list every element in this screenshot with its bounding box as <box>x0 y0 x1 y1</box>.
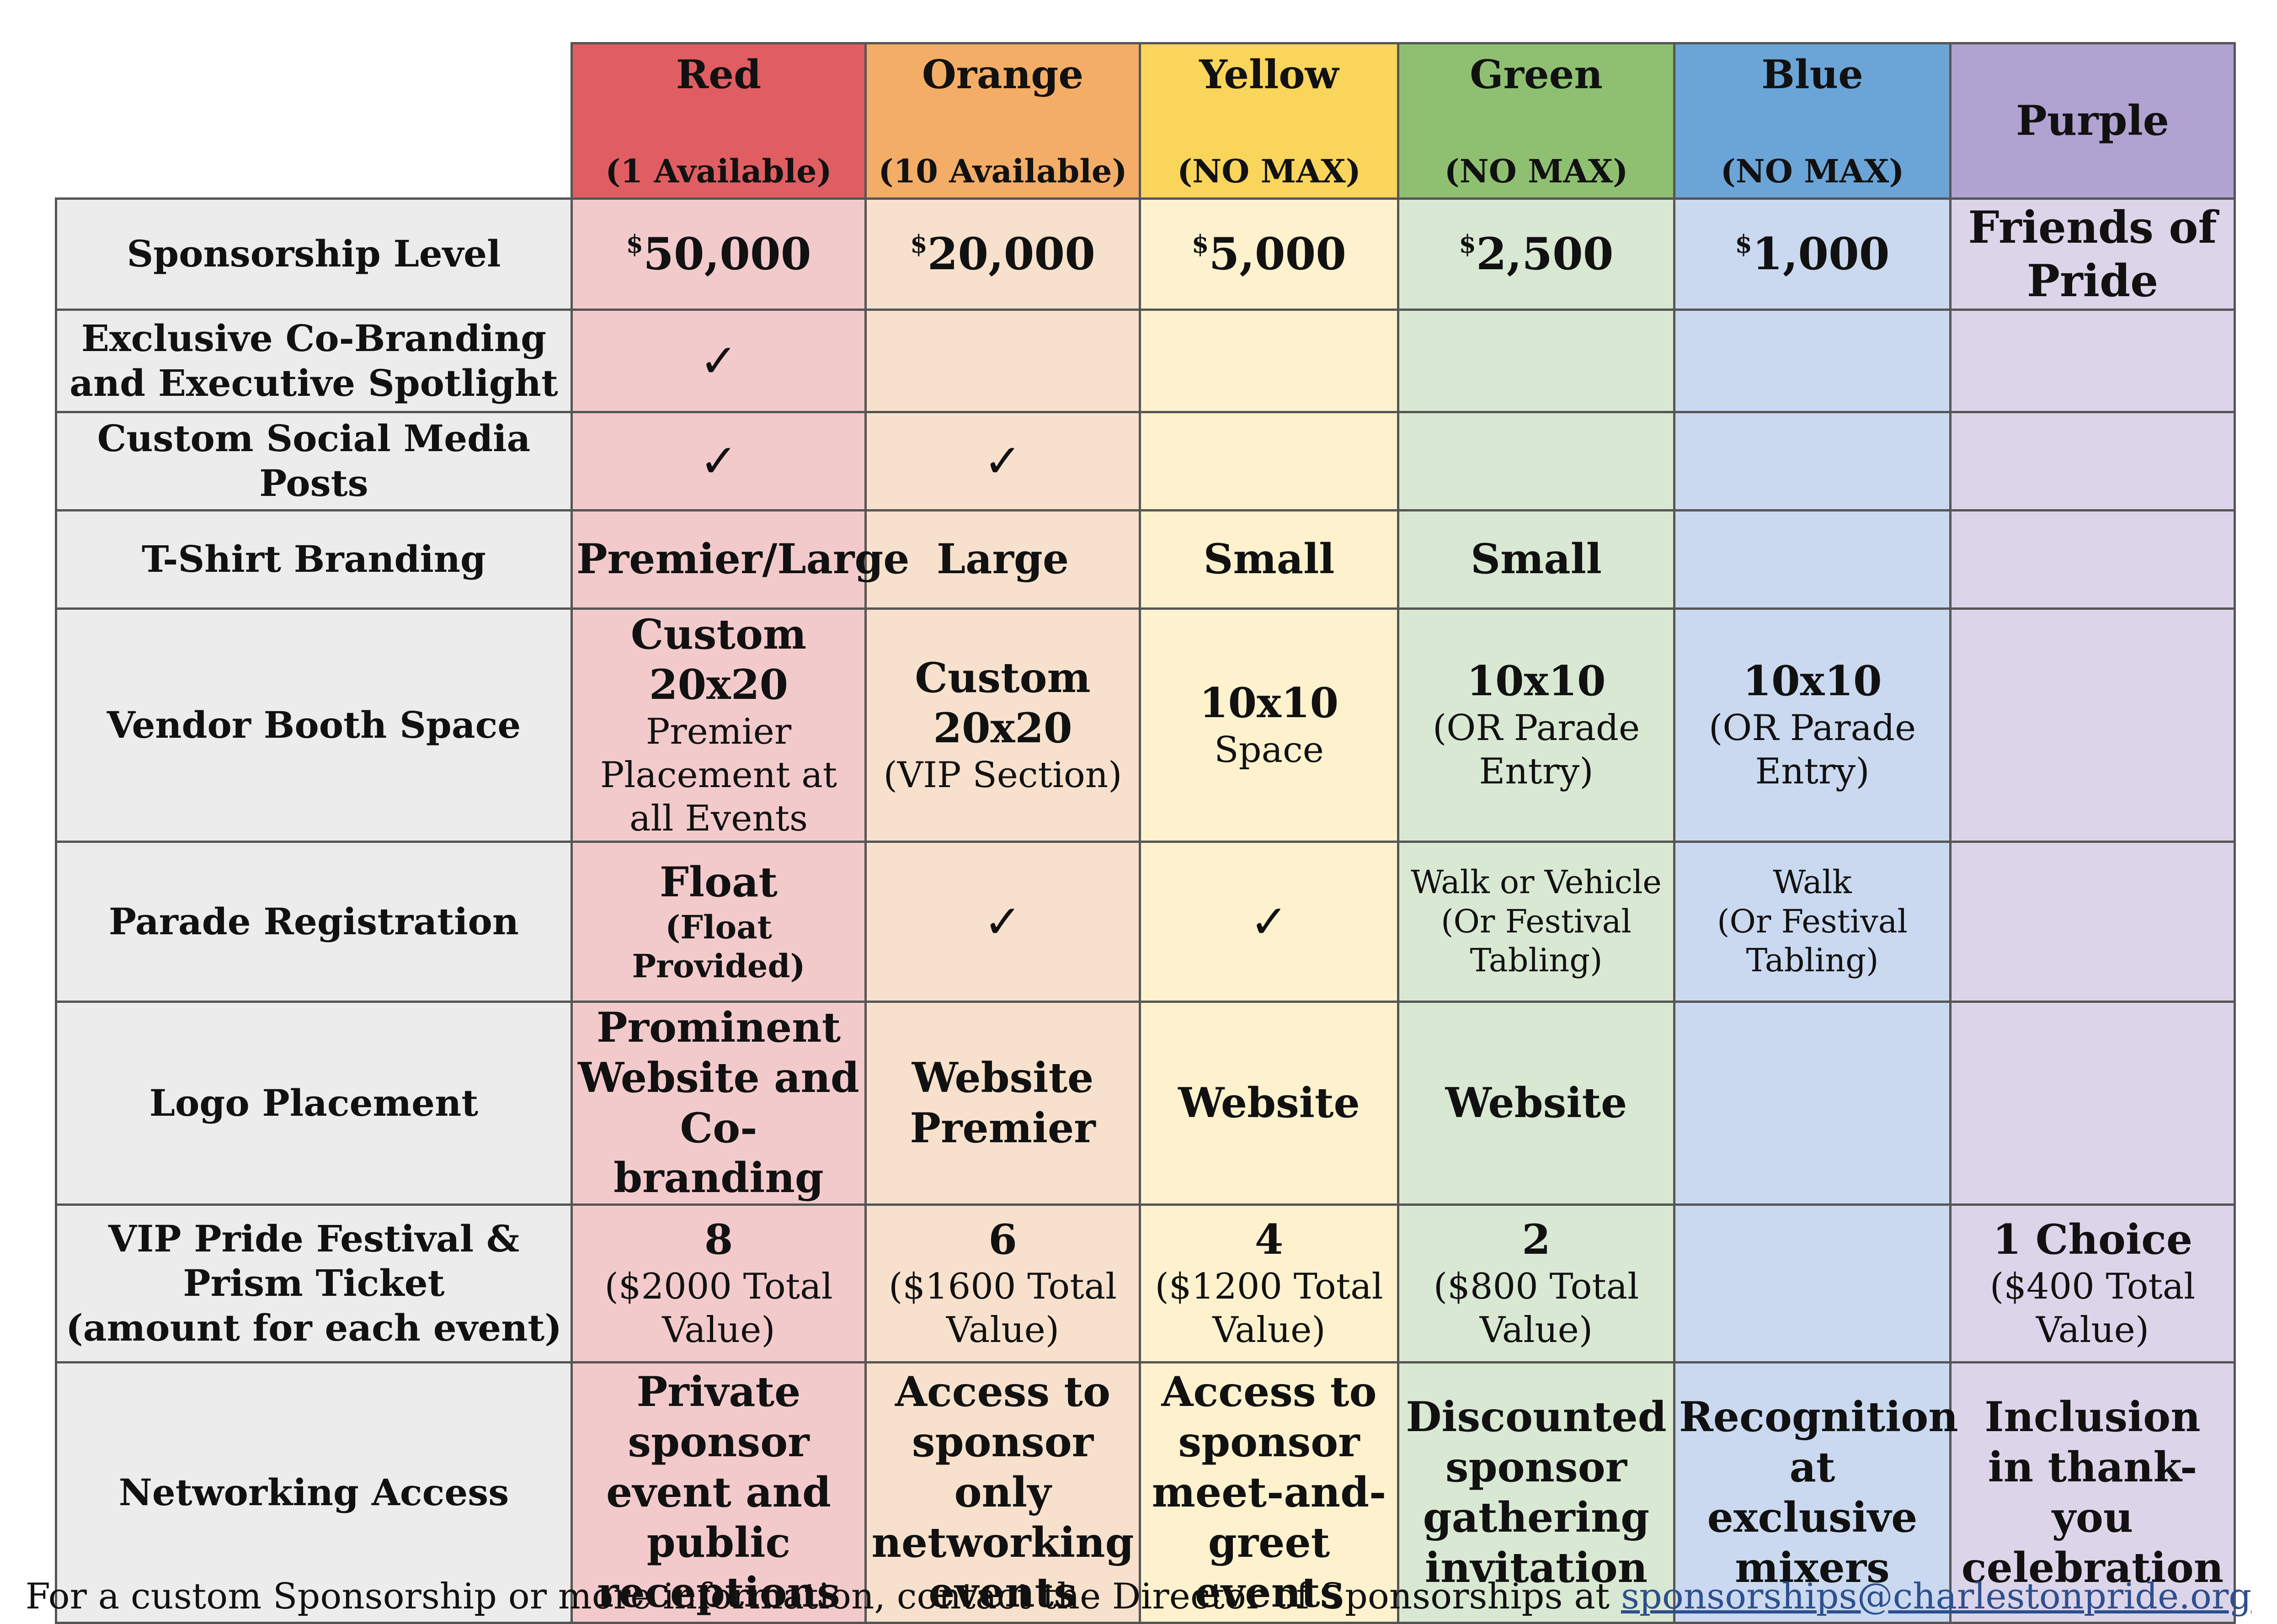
vip-ticket-row: VIP Pride Festival & Prism Ticket (amoun… <box>55 1203 2236 1364</box>
tier-availability-yellow: (NO MAX) <box>1177 152 1361 190</box>
footer-text: For a custom Sponsorship or more informa… <box>25 1576 1610 1617</box>
vip-purple: 1 Choice ($400 Total Value) <box>1949 1203 2236 1364</box>
vip-yellow: 4 ($1200 Total Value) <box>1139 1203 1399 1364</box>
parade-red: Float (Float Provided) <box>571 841 867 1003</box>
price-blue: $1,000 <box>1673 197 1952 311</box>
booth-blue: 10x10 (OR Parade Entry) <box>1673 607 1952 843</box>
price-red: $50,000 <box>571 197 867 311</box>
networking-blue: Recognition at exclusive mixers <box>1673 1361 1958 1624</box>
row-label-booth: Vendor Booth Space <box>55 607 573 843</box>
parade-orange: ✓ <box>864 841 1141 1003</box>
networking-row: Networking Access Private sponsor event … <box>55 1361 2236 1624</box>
tier-header-blue: Blue (NO MAX) <box>1673 42 1952 200</box>
networking-purple: Inclusion in thank-you celebration <box>1949 1361 2236 1624</box>
tier-name-green: Green <box>1470 51 1603 98</box>
row-label-logo: Logo Placement <box>55 1001 573 1206</box>
tier-header-row: Red (1 Available) Orange (10 Available) … <box>56 42 2236 200</box>
parade-row: Parade Registration Float (Float Provide… <box>55 841 2236 1003</box>
logo-blue <box>1673 1001 1952 1206</box>
logo-green: Website <box>1397 1001 1675 1206</box>
checkmark-icon: ✓ <box>699 334 738 388</box>
tier-header-yellow: Yellow (NO MAX) <box>1139 42 1399 200</box>
parade-purple <box>1949 841 2236 1003</box>
social-blue <box>1673 411 1952 511</box>
row-label-vip: VIP Pride Festival & Prism Ticket (amoun… <box>55 1203 573 1364</box>
cobranding-yellow <box>1139 309 1399 413</box>
tshirt-red: Premier/Large <box>571 509 910 610</box>
cobranding-orange <box>864 309 1141 413</box>
corner-blank <box>56 43 572 199</box>
vip-green: 2 ($800 Total Value) <box>1397 1203 1675 1364</box>
tshirt-purple <box>1949 509 2236 610</box>
parade-blue: Walk (Or Festival Tabling) <box>1673 841 1952 1003</box>
vip-blue <box>1673 1203 1952 1364</box>
checkmark-icon: ✓ <box>983 434 1022 488</box>
tier-availability-green: (NO MAX) <box>1444 152 1628 190</box>
checkmark-icon: ✓ <box>983 895 1022 948</box>
footer-contact: For a custom Sponsorship or more informa… <box>0 1576 2277 1617</box>
vip-orange: 6 ($1600 Total Value) <box>864 1203 1141 1364</box>
logo-red: Prominent Website and Co-branding <box>571 1001 867 1206</box>
social-yellow <box>1139 411 1399 511</box>
logo-yellow: Website <box>1139 1001 1399 1206</box>
booth-green: 10x10 (OR Parade Entry) <box>1397 607 1675 843</box>
tshirt-blue <box>1673 509 1952 610</box>
tier-availability-blue: (NO MAX) <box>1720 152 1904 190</box>
tshirt-yellow: Small <box>1139 509 1399 610</box>
networking-yellow: Access to sponsor meet-and-greet events <box>1139 1361 1399 1624</box>
booth-yellow: 10x10 Space <box>1139 607 1399 843</box>
cobranding-red: ✓ <box>571 309 867 413</box>
row-label-cobranding: Exclusive Co-Branding and Executive Spot… <box>55 309 573 413</box>
price-purple: Friends of Pride <box>1949 197 2236 311</box>
tier-name-yellow: Yellow <box>1199 51 1339 98</box>
tier-name-blue: Blue <box>1761 51 1863 98</box>
social-red: ✓ <box>571 411 867 511</box>
networking-red: Private sponsor event and public recepti… <box>571 1361 867 1624</box>
tier-availability-orange: (10 Available) <box>878 152 1127 190</box>
sponsorship-table: Red (1 Available) Orange (10 Available) … <box>55 42 2236 1624</box>
social-green <box>1397 411 1675 511</box>
logo-orange: Website Premier <box>864 1001 1141 1206</box>
checkmark-icon: ✓ <box>699 434 738 488</box>
vendor-booth-row: Vendor Booth Space Custom 20x20 Premier … <box>55 607 2236 843</box>
price-orange: $20,000 <box>864 197 1141 311</box>
social-media-row: Custom Social Media Posts ✓ ✓ <box>55 411 2236 511</box>
tier-name-orange: Orange <box>922 51 1084 98</box>
tshirt-orange: Large <box>864 509 1141 610</box>
vip-red: 8 ($2000 Total Value) <box>571 1203 867 1364</box>
cobranding-blue <box>1673 309 1952 413</box>
tier-header-orange: Orange (10 Available) <box>864 42 1141 200</box>
tier-name-red: Red <box>676 51 762 98</box>
booth-orange: Custom 20x20 (VIP Section) <box>864 607 1141 843</box>
social-purple <box>1949 411 2236 511</box>
booth-red: Custom 20x20 Premier Placement at all Ev… <box>571 607 867 843</box>
cobranding-purple <box>1949 309 2236 413</box>
tier-header-purple: Purple <box>1949 42 2236 200</box>
parade-yellow: ✓ <box>1139 841 1399 1003</box>
price-yellow: $5,000 <box>1139 197 1399 311</box>
social-orange: ✓ <box>864 411 1141 511</box>
row-label-tshirt: T-Shirt Branding <box>55 509 573 610</box>
cobranding-row: Exclusive Co-Branding and Executive Spot… <box>55 309 2236 413</box>
tshirt-row: T-Shirt Branding Premier/Large Large Sma… <box>55 509 2236 610</box>
sponsorship-email-link[interactable]: sponsorships@charlestonpride.org <box>1621 1576 2252 1617</box>
sponsorship-level-row: Sponsorship Level $50,000 $20,000 $5,000… <box>55 197 2236 311</box>
row-label-networking: Networking Access <box>55 1361 573 1624</box>
price-green: $2,500 <box>1397 197 1675 311</box>
sponsorship-level-title: Sponsorship Level <box>55 197 573 311</box>
cobranding-green <box>1397 309 1675 413</box>
row-label-social: Custom Social Media Posts <box>55 411 573 511</box>
checkmark-icon: ✓ <box>1250 895 1288 948</box>
logo-row: Logo Placement Prominent Website and Co-… <box>55 1001 2236 1206</box>
tshirt-green: Small <box>1397 509 1675 610</box>
booth-purple <box>1949 607 2236 843</box>
logo-purple <box>1949 1001 2236 1206</box>
tier-name-purple: Purple <box>2016 96 2169 145</box>
parade-green: Walk or Vehicle (Or Festival Tabling) <box>1397 841 1675 1003</box>
networking-green: Discounted sponsor gathering invitation <box>1397 1361 1675 1624</box>
tier-availability-red: (1 Available) <box>605 152 832 190</box>
tier-header-green: Green (NO MAX) <box>1397 42 1675 200</box>
tier-header-red: Red (1 Available) <box>571 42 867 200</box>
row-label-parade: Parade Registration <box>55 841 573 1003</box>
